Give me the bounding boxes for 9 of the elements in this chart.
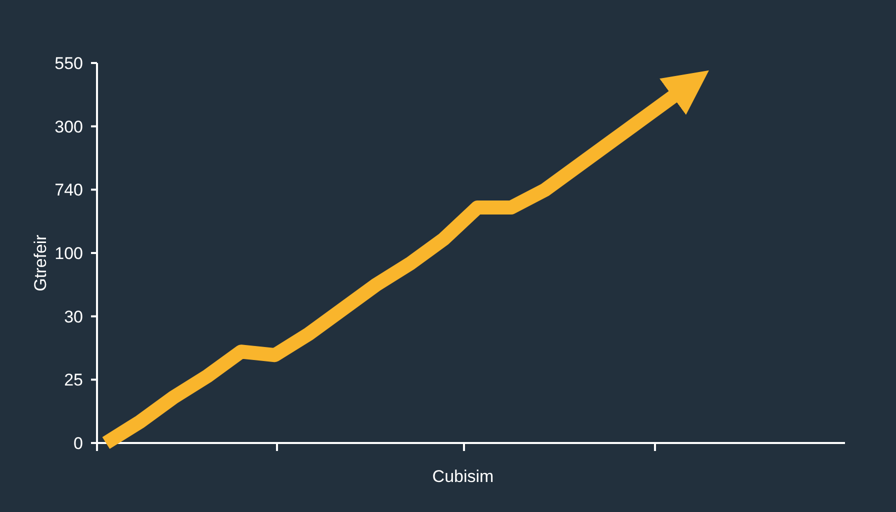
- x-axis-title: Cubisim: [432, 467, 494, 486]
- y-axis-title: Gtrefeir: [31, 234, 50, 292]
- text: 30: [64, 307, 83, 326]
- text: 0: [74, 434, 83, 453]
- text: 25: [64, 370, 83, 390]
- text: 550: [54, 54, 83, 73]
- text: 740: [54, 180, 83, 200]
- text: 100: [54, 244, 83, 263]
- text: 300: [54, 117, 83, 136]
